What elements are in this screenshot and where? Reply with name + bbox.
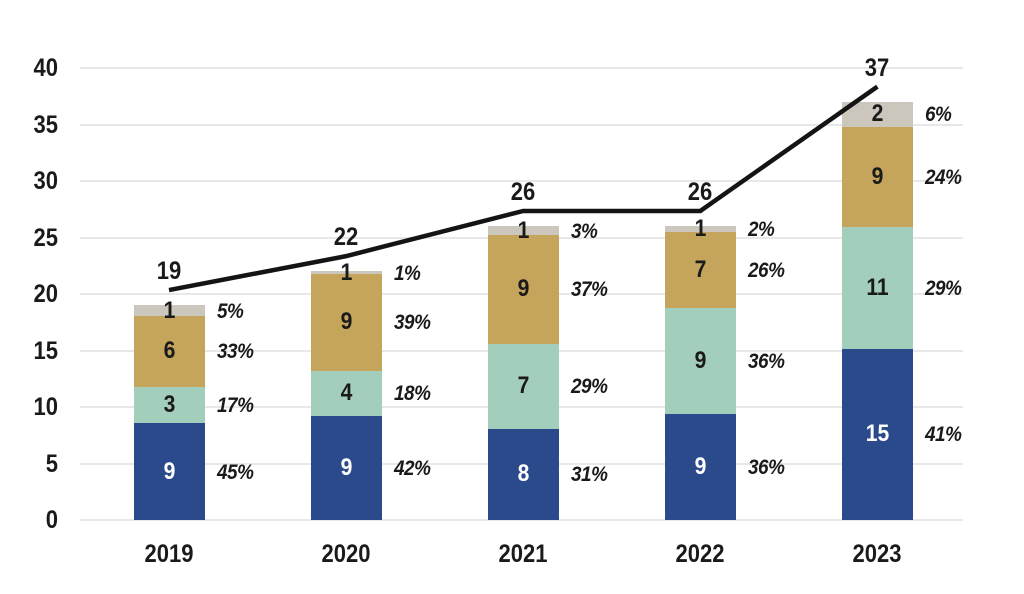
segment-value-label-blue-bottom-segment-2023: 15 [865,420,890,448]
bar-segment-teal-segment-2021 [487,343,559,429]
y-tick-label-40: 40 [33,54,58,82]
bar-segment-blue-bottom-segment-2021 [487,428,559,520]
segment-value-label-teal-segment-2023: 11 [866,273,889,301]
segment-pct-label-blue-bottom-segment-2022: 36% [747,456,785,480]
segment-pct-label-tan-segment-2019: 33% [216,340,254,364]
segment-pct-label-tan-segment-2020: 39% [393,311,431,335]
y-tick-label-20: 20 [33,280,58,308]
segment-value-label-blue-bottom-segment-2021: 8 [517,460,530,488]
segment-pct-label-gray-top-segment-2019: 5% [216,299,244,323]
bar-segment-teal-segment-2020 [310,370,382,416]
x-axis-label-2021: 2021 [498,540,548,568]
segment-pct-label-tan-segment-2023: 24% [924,166,962,190]
total-label-2020: 22 [333,223,359,252]
bar-segment-tan-segment-2019 [133,316,205,387]
y-tick-label-10: 10 [33,393,58,421]
x-axis-label-2019: 2019 [144,540,194,568]
segment-pct-label-teal-segment-2019: 17% [216,394,254,418]
segment-value-label-teal-segment-2019: 3 [163,391,175,419]
x-axis-label-2020: 2020 [321,540,371,568]
total-label-2021: 26 [510,177,536,206]
segment-value-label-gray-top-segment-2021: 1 [517,216,530,244]
bar-segment-blue-bottom-segment-2020 [310,415,382,520]
segment-value-label-gray-top-segment-2022: 1 [694,215,707,243]
gridline-0 [80,519,963,521]
segment-value-label-tan-segment-2019: 6 [163,337,175,365]
x-axis-label-2022: 2022 [675,540,725,568]
segment-value-label-teal-segment-2020: 4 [340,379,352,407]
bar-segment-blue-bottom-segment-2022 [664,414,736,520]
segment-pct-label-gray-top-segment-2021: 3% [570,219,598,243]
segment-pct-label-teal-segment-2021: 29% [570,375,608,399]
bar-segment-blue-bottom-segment-2019 [133,423,205,520]
segment-pct-label-teal-segment-2022: 36% [747,350,785,374]
bar-segment-gray-top-segment-2019 [133,305,205,317]
bar-segment-teal-segment-2019 [133,386,205,424]
y-tick-label-0: 0 [45,506,58,534]
y-tick-label-35: 35 [33,110,58,139]
total-label-2022: 26 [688,177,713,206]
segment-pct-label-teal-segment-2023: 29% [924,276,962,300]
segment-pct-label-gray-top-segment-2020: 1% [393,261,421,285]
segment-value-label-blue-bottom-segment-2020: 9 [340,453,352,481]
x-axis-label-2023: 2023 [852,540,902,568]
segment-pct-label-blue-bottom-segment-2021: 31% [570,463,608,487]
segment-pct-label-blue-bottom-segment-2019: 45% [216,460,254,484]
segment-pct-label-teal-segment-2020: 18% [393,382,431,406]
bar-segment-teal-segment-2022 [664,308,736,415]
gridline-35 [80,123,963,126]
segment-value-label-tan-segment-2021: 9 [517,275,530,303]
segment-pct-label-blue-bottom-segment-2023: 41% [924,423,962,447]
segment-pct-label-tan-segment-2021: 37% [570,278,608,302]
segment-pct-label-gray-top-segment-2023: 6% [924,103,952,127]
total-label-2019: 19 [156,257,182,286]
segment-value-label-blue-bottom-segment-2019: 9 [163,457,175,485]
segment-value-label-gray-top-segment-2020: 1 [340,258,352,286]
gridline-40 [80,67,963,69]
y-tick-label-25: 25 [33,223,58,252]
y-tick-label-15: 15 [33,336,58,365]
segment-pct-label-tan-segment-2022: 26% [747,259,785,283]
y-tick-label-5: 5 [45,449,58,478]
segment-value-label-tan-segment-2020: 9 [340,308,352,336]
bar-segment-blue-bottom-segment-2023 [841,348,913,520]
segment-value-label-tan-segment-2022: 7 [694,256,707,284]
segment-value-label-blue-bottom-segment-2022: 9 [694,453,707,481]
segment-pct-label-gray-top-segment-2022: 2% [747,218,775,242]
segment-pct-label-blue-bottom-segment-2020: 42% [393,456,431,480]
segment-value-label-teal-segment-2022: 9 [694,347,707,375]
segment-value-label-gray-top-segment-2023: 2 [871,100,884,128]
segment-value-label-tan-segment-2023: 9 [871,163,884,191]
y-tick-label-30: 30 [33,167,58,195]
total-label-2023: 37 [865,53,890,82]
segment-value-label-gray-top-segment-2019: 1 [163,296,175,324]
segment-value-label-teal-segment-2021: 7 [517,372,530,400]
